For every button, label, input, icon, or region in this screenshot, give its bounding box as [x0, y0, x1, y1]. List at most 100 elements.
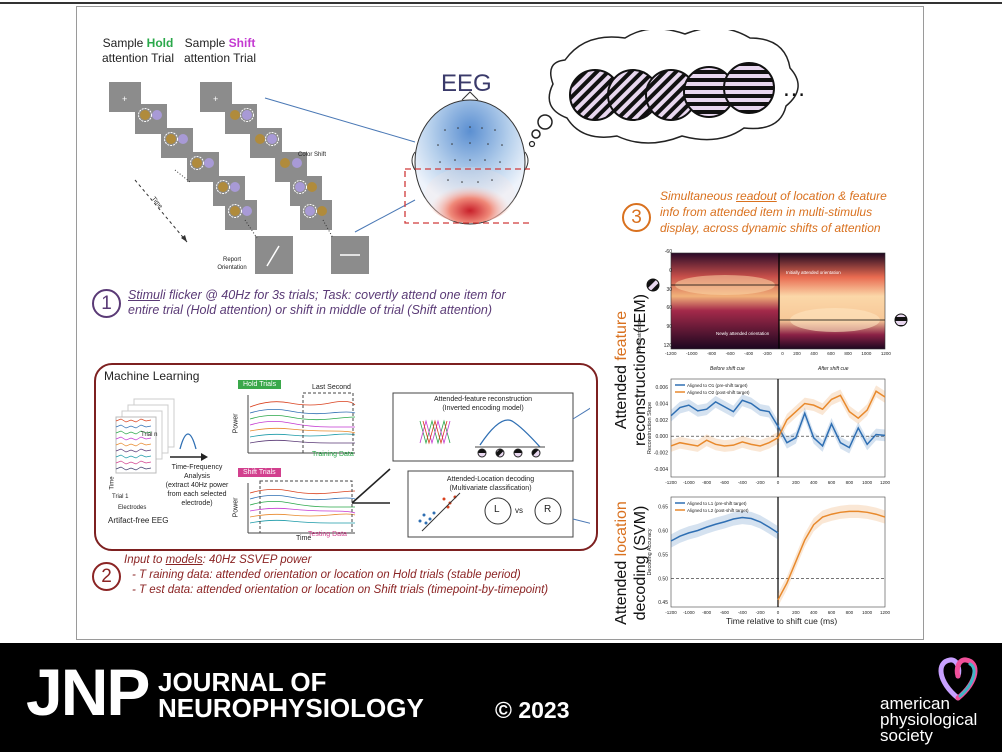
journal-line-2: NEUROPHYSIOLOGY [158, 693, 424, 723]
x-tick-label: 600 [828, 610, 836, 615]
top-rule [0, 2, 1002, 4]
decoding-x-label: Time relative to shift cue (ms) [726, 616, 838, 626]
aps-logo-icon [938, 657, 978, 701]
series-band [671, 385, 885, 452]
x-tick-label: -800 [702, 610, 712, 615]
shift-power-plot [247, 480, 356, 534]
step-1-badge: 1 [92, 289, 121, 318]
series-line [670, 516, 779, 542]
x-tick-label: -1200 [665, 480, 677, 485]
y-tick-label: 0.006 [655, 385, 668, 391]
x-tick-label: -200 [756, 480, 766, 485]
svg-text:+: + [122, 94, 127, 104]
x-tick-label: -400 [738, 610, 748, 615]
svg-text:+: + [213, 94, 218, 104]
hold-power-plot [247, 392, 356, 454]
shift-word: Shift [228, 36, 256, 50]
x-tick-label: 800 [846, 480, 854, 485]
y-tick-label: 0.60 [658, 528, 668, 534]
before-shift-label: Before shift cue [710, 366, 745, 372]
y-tick-label: 0.65 [658, 505, 668, 511]
x-tick-label: 600 [828, 480, 836, 485]
y-tick-label: 0.45 [658, 600, 668, 606]
x-tick-label: -1000 [683, 610, 695, 615]
step-3-badge: 3 [622, 203, 651, 232]
x-tick-label: 200 [792, 610, 800, 615]
footer-bar [0, 643, 1002, 752]
report-orientation-label: Report Orientation [217, 257, 247, 271]
x-tick-label: 200 [792, 480, 800, 485]
iem-heatmap [646, 252, 908, 350]
y-axis-label: Decoding Accuracy [647, 528, 653, 575]
x-tick-label: 0 [777, 610, 780, 615]
aps-society-name: american physiological society [880, 694, 978, 745]
hold-trials-tag: Hold Trials [238, 380, 282, 389]
step-1-text: Stimuli flicker @ 40Hz for 3s trials; Ta… [128, 288, 506, 317]
svg-text:…: … [782, 75, 806, 102]
ml-diagram [115, 392, 590, 538]
x-tick-label: 400 [810, 480, 818, 485]
feature-box-title: Attended-feature reconstruction (Inverted… [433, 396, 533, 412]
y-tick-label: -0.002 [654, 451, 668, 457]
newly-attended-label: Newly attended orientation [716, 331, 770, 336]
series-line [670, 399, 886, 449]
legend-label: Aligned to O2 (post-shift target) [687, 390, 750, 395]
legend-label: Aligned to O1 (pre-shift target) [687, 383, 748, 388]
testing-data-label: Testing Data [308, 531, 347, 538]
series-band [778, 504, 885, 607]
x-tick-label: 0 [777, 480, 780, 485]
trial-n-label: Trial n [141, 432, 158, 438]
shift-trials-tag: Shift Trials [238, 468, 281, 477]
last-second-label: Last Second [312, 384, 351, 391]
series-line [777, 510, 886, 601]
x-tick-label: -800 [702, 480, 712, 485]
x-tick-label: 1000 [862, 610, 873, 615]
x-tick-label: -1000 [683, 480, 695, 485]
machine-learning-panel [94, 363, 598, 551]
electrodes-label: Electrodes [118, 505, 147, 511]
eeg-topomap [264, 91, 530, 233]
x-tick-label: -600 [720, 480, 730, 485]
x-tick-label: -400 [738, 480, 748, 485]
after-shift-label: After shift cue [818, 366, 849, 372]
right-label: R [544, 504, 552, 515]
step-3-text: Simultaneous readout of location & featu… [660, 189, 887, 235]
y-tick-label: 0.000 [655, 434, 668, 440]
training-data-label: Training Data [312, 451, 354, 458]
trial-sequence-diagram: + + [109, 82, 369, 274]
jnp-logo: JNP [26, 655, 150, 729]
step-2-badge: 2 [92, 562, 121, 591]
decoding-chart: 0.65 0.60 0.55 0.50 0.45 -1200 -1000 -800 -600 -4… [647, 496, 891, 615]
hold-power-axis: Power [232, 413, 240, 434]
legend-label: Aligned to L1 (pre-shift target) [687, 501, 747, 506]
left-label: L [494, 504, 500, 515]
eeg-title: EEG [441, 70, 492, 97]
y-axis-label: Reconstruction Slope [647, 402, 653, 454]
y-tick-label: -0.004 [654, 467, 668, 473]
color-shift-label: Color Shift [298, 152, 327, 158]
artifact-free-eeg-label: Artifact-free EEG [108, 516, 169, 525]
x-tick-label: -1200 [665, 610, 677, 615]
x-tick-label: 400 [810, 610, 818, 615]
hold-screens: + [109, 82, 293, 274]
x-tick-label: 800 [846, 610, 854, 615]
eeg-trace-stack [115, 398, 175, 474]
x-tick-label: -200 [756, 610, 766, 615]
series-band [671, 394, 885, 454]
shift-time-axis: Time [296, 535, 312, 542]
y-tick-label: 0.002 [655, 418, 668, 424]
copyright-year: © 2023 [495, 697, 570, 723]
time-frequency-label: Time-Frequency Analysis (extract 40Hz pow… [165, 464, 229, 507]
x-tick-label: 1000 [862, 480, 873, 485]
hold-word: Hold [146, 36, 174, 50]
initially-attended-label: Initially attended orientation [786, 270, 841, 275]
vs-label: vs [515, 506, 523, 515]
shift-power-axis: Power [232, 497, 240, 518]
ml-title: Machine Learning [104, 369, 200, 383]
eeg-time-axis: Time [109, 476, 116, 490]
shift-screens: + [200, 82, 369, 274]
step-2-text: Input to models: 40Hz SSVEP power - T ra… [124, 554, 549, 596]
journal-line-1: JOURNAL OF [158, 667, 327, 697]
x-tick-label: -600 [720, 610, 730, 615]
slope-chart: 0.006 0.004 0.002 0.000 -0.002 -0.004 -1200 -10… [647, 378, 891, 485]
